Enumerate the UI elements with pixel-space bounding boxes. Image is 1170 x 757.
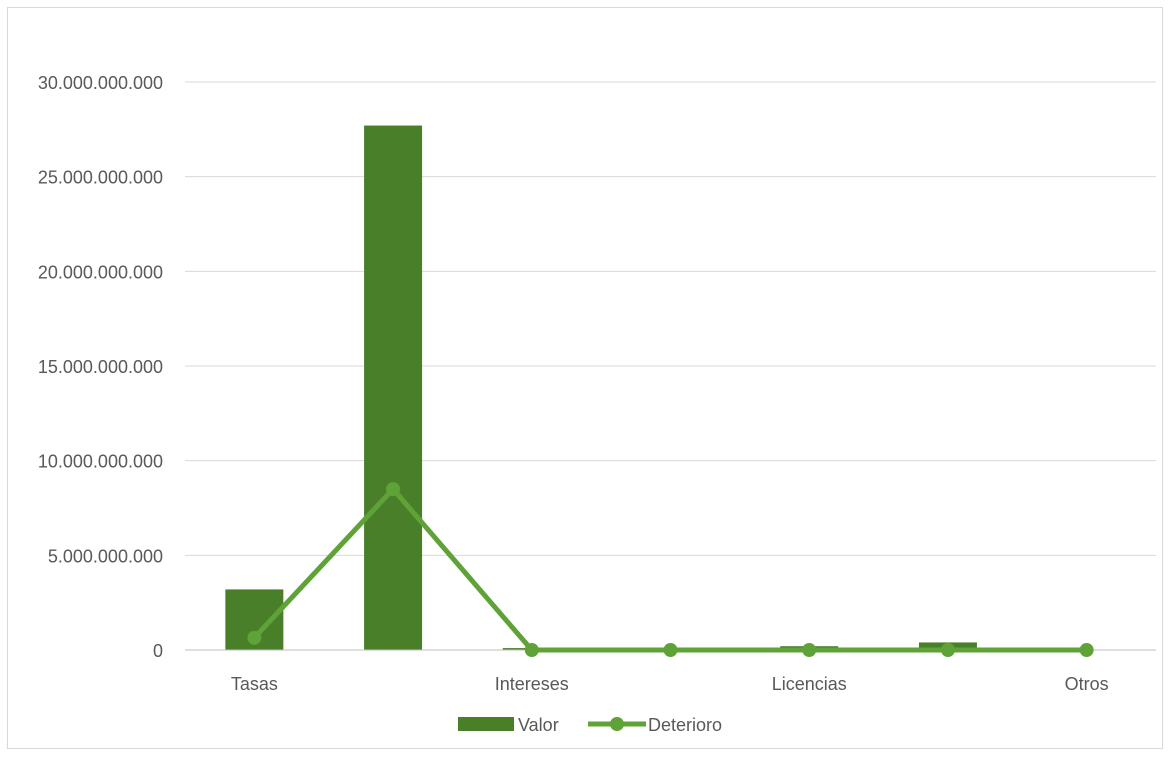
line-point — [940, 643, 955, 657]
gridlines — [185, 81, 1156, 556]
y-tick-label: 10.000.000.000 — [38, 452, 163, 472]
line-point — [663, 643, 678, 657]
series-valor-bars — [225, 125, 977, 650]
y-tick-label: 30.000.000.000 — [38, 73, 163, 93]
x-tick-label: Licencias — [772, 674, 847, 694]
chart-frame — [7, 7, 1163, 749]
y-tick-label: 0 — [153, 641, 163, 661]
bar — [364, 125, 423, 650]
y-tick-label: 5.000.000.000 — [48, 546, 163, 566]
series-deterioro-line — [247, 482, 1094, 657]
legend-valor-swatch — [458, 717, 514, 731]
y-axis-tick-labels: 0 5.000.000.000 10.000.000.000 15.000.000.0… — [38, 73, 163, 661]
x-axis-tick-labels: Tasas Intereses Licencias Otros — [231, 674, 1109, 694]
x-tick-label: Intereses — [495, 674, 569, 694]
legend-valor-label: Valor — [518, 715, 559, 735]
y-tick-label: 15.000.000.000 — [38, 357, 163, 377]
line-point — [802, 643, 817, 657]
legend-deterioro-marker — [610, 717, 624, 731]
line-point — [386, 482, 401, 497]
x-tick-label: Otros — [1065, 674, 1109, 694]
legend-deterioro-label: Deterioro — [648, 715, 722, 735]
legend: Valor Deterioro — [458, 715, 722, 735]
line-point — [247, 630, 262, 645]
line-point — [524, 643, 539, 657]
x-tick-label: Tasas — [231, 674, 278, 694]
y-tick-label: 25.000.000.000 — [38, 168, 163, 188]
line-point — [1079, 643, 1094, 657]
y-tick-label: 20.000.000.000 — [38, 262, 163, 282]
